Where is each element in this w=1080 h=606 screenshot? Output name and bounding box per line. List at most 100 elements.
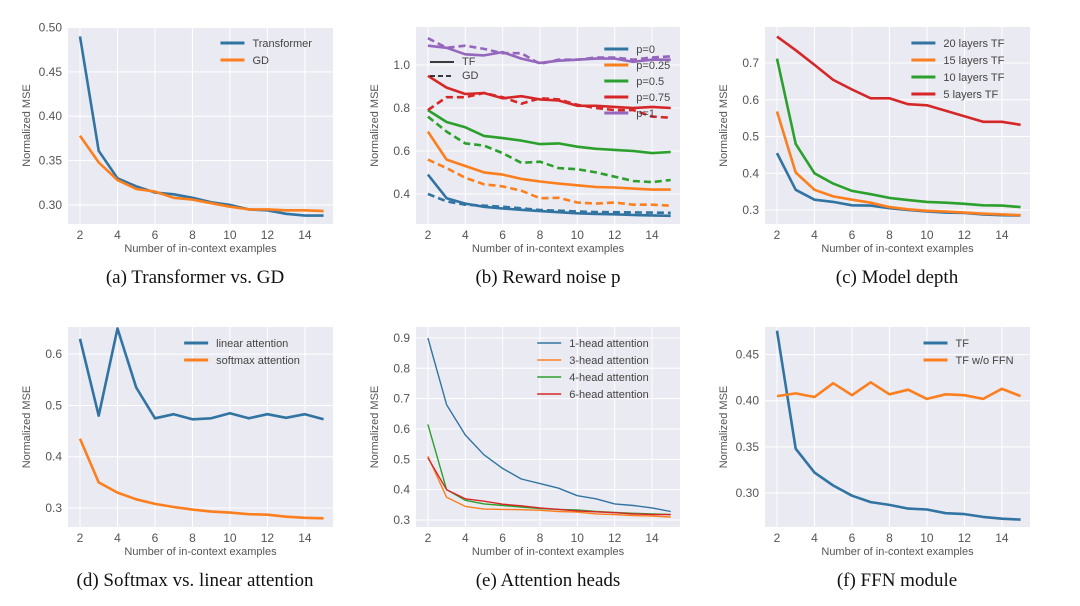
x-tick-label: 8 [537,531,544,545]
series-line-tf-w-o-ffn [776,380,1022,401]
x-tick-label: 6 [499,228,506,242]
y-tick-label: 0.4 [742,166,759,180]
x-tick-label: 2 [425,228,432,242]
y-axis-label: Normalized MSE [21,84,33,167]
x-tick-label: 14 [298,228,312,242]
series-line-3-head-attention [427,456,671,518]
y-tick-label: 0.5 [742,130,759,144]
y-tick-label: 0.3 [45,501,62,515]
x-tick-label: 4 [114,228,121,242]
x-tick-label: 2 [425,531,432,545]
series-line-6-head-attention [427,457,671,516]
caption-e: (e) Attention heads [475,570,621,591]
y-tick-label: 0.30 [736,486,760,500]
x-tick-label: 12 [958,228,972,242]
x-tick-label: 2 [774,531,781,545]
legend-label: 15 layers TF [943,55,1004,67]
x-tick-label: 4 [811,228,818,242]
legend-label: GD [252,55,269,67]
y-tick-label: 0.6 [45,347,62,361]
x-tick-label: 14 [298,531,312,545]
caption-f: (f) FFN module [836,570,958,591]
y-tick-label: 0.6 [742,93,759,107]
y-tick-label: 0.45 [39,65,63,79]
x-tick-label: 8 [189,531,196,545]
x-tick-label: 2 [77,228,84,242]
y-tick-label: 0.6 [393,422,410,436]
x-axis-label: Number of in-context examples [821,243,974,255]
x-tick-label: 10 [571,228,585,242]
series-line-p-0-75-gd [427,91,671,119]
x-axis-label: Number of in-context examples [472,546,625,558]
legend-label: 1-head attention [569,338,649,350]
legend-label: 10 layers TF [943,72,1004,84]
y-tick-label: 0.5 [45,398,62,412]
x-tick-label: 8 [886,228,893,242]
legend-label: 20 layers TF [943,38,1004,50]
x-tick-label: 6 [849,531,856,545]
x-tick-label: 4 [462,228,469,242]
series-line-p-0-5 [427,109,671,155]
series-line-1-head-attention [427,337,671,513]
chart-2: 2 4 6 8 10 12 14 0.3 0.4 0.5 0.6 0.7 Number of in-co… [718,27,1030,255]
series-line-p-0-25-gd [427,158,671,207]
y-tick-label: 0.4 [393,187,410,201]
legend-label: Transformer [252,38,312,50]
caption-a: (a) Transformer vs. GD [105,267,285,288]
x-tick-label: 2 [774,228,781,242]
legend-label: TF w/o FFN [956,355,1014,367]
x-tick-label: 12 [608,531,622,545]
x-tick-label: 8 [537,228,544,242]
series-line-transformer [78,36,324,217]
x-tick-label: 4 [114,531,121,545]
x-tick-label: 6 [152,228,159,242]
x-tick-label: 10 [223,228,237,242]
series-line-p-0-25 [426,130,671,191]
x-tick-label: 14 [995,228,1009,242]
x-tick-label: 6 [499,531,506,545]
x-axis-label: Number of in-context examples [821,546,974,558]
series-line-softmax-attention [78,438,324,520]
x-axis-label: Number of in-context examples [124,243,277,255]
x-tick-label: 12 [958,531,972,545]
caption-b: (b) Reward noise p [475,267,621,288]
y-tick-label: 0.7 [393,392,410,406]
y-tick-label: 0.3 [742,203,759,217]
y-axis-label: Normalized MSE [21,386,33,469]
x-tick-label: 14 [995,531,1009,545]
x-tick-label: 14 [645,531,659,545]
y-tick-label: 0.35 [736,440,760,454]
legend-label: 3-head attention [569,355,649,367]
y-tick-label: 0.30 [39,198,63,212]
x-tick-label: 12 [261,228,275,242]
legend-label: p=0 [636,44,655,56]
series-line-p-1-gd [427,37,671,66]
legend-label: p=0.25 [636,60,670,72]
series-line-p-0-75 [427,74,671,110]
y-tick-label: 0.45 [736,348,760,362]
legend-label: 6-head attention [569,389,649,401]
legend-label: p=0.5 [636,76,664,88]
series-line-15-layers-tf [775,111,1021,217]
legend-label: 4-head attention [569,372,649,384]
x-tick-label: 10 [920,531,934,545]
y-tick-label: 0.7 [742,56,759,70]
chart-5: 2 4 6 8 10 12 14 0.30 0.35 0.40 0.45 Number of in-c… [718,327,1030,558]
x-tick-label: 10 [223,531,237,545]
series-line-tf [775,330,1021,521]
x-tick-label: 8 [886,531,893,545]
x-tick-label: 10 [920,228,934,242]
plot-area [765,327,1030,527]
x-tick-label: 12 [608,228,622,242]
legend-label: 5 layers TF [943,89,998,101]
y-tick-label: 0.9 [393,331,410,345]
y-tick-label: 0.40 [39,109,63,123]
legend-label: TF [956,338,970,350]
x-tick-label: 12 [261,531,275,545]
chart-1: 2 4 6 8 10 12 14 0.4 0.6 0.8 1.0 Number of in-conte… [369,27,680,255]
series-line-linear-attention [78,327,324,421]
y-axis-label: Normalized MSE [718,84,730,167]
legend-label: linear attention [216,338,288,350]
x-tick-label: 6 [152,531,159,545]
